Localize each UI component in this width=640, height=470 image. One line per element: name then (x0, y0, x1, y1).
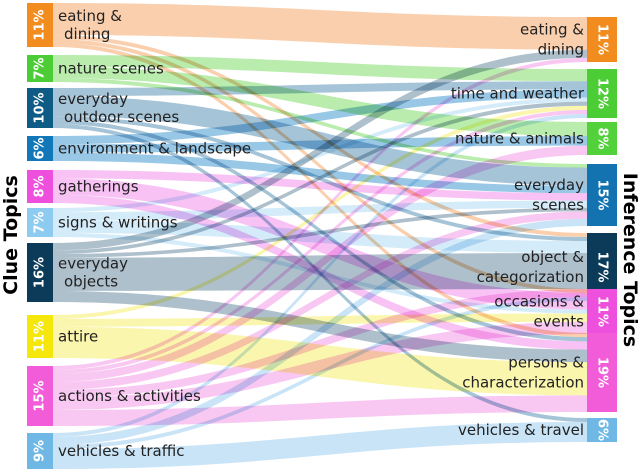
flow-outdoor-to-r_persons (53, 120, 587, 342)
left-node-label-nature-0: nature scenes (58, 60, 164, 78)
flow-env-to-r_time (53, 89, 587, 145)
right-node-percent-r_object: 17% (595, 251, 610, 282)
left-node-label-objects-0: everyday (58, 255, 128, 273)
left-axis-title: Clue Topics (0, 175, 22, 295)
left-node-label-eating-0: eating & (58, 7, 122, 25)
left-node-label-actions-0: actions & activities (58, 387, 201, 405)
right-node-percent-r_scenes: 15% (595, 179, 610, 210)
right-node-label-r_persons-1: characterization (462, 374, 584, 392)
right-node-label-r_nature-0: nature & animals (455, 130, 584, 148)
flow-actions-to-r_time (53, 109, 587, 374)
left-node-label-signs-0: signs & writings (58, 214, 178, 232)
right-node-percent-r_vehicles: 6% (595, 419, 610, 441)
flow-actions-to-r_eating (53, 57, 587, 371)
left-node-gather (27, 170, 53, 203)
left-node-label-gather-0: gatherings (58, 178, 139, 196)
left-node-eating (27, 3, 53, 47)
flow-env-to-r_nature (53, 136, 587, 153)
right-node-label-r_scenes-1: scenes (532, 196, 584, 214)
flow-eating-to-r_eating (53, 3, 587, 50)
flow-signs-to-r_time (53, 97, 587, 213)
flow-eating-to-r_persons (53, 43, 587, 338)
right-node-r_scenes (587, 164, 617, 226)
right-node-label-r_scenes-0: everyday (514, 176, 584, 194)
flow-layer (53, 3, 587, 469)
right-node-r_vehicles (587, 418, 617, 442)
left-node-percent-attire: 11% (33, 321, 48, 352)
right-node-percent-r_nature: 8% (595, 127, 610, 149)
right-node-percent-r_persons: 19% (595, 357, 610, 388)
left-node-label-env-0: environment & landscape (58, 140, 251, 158)
flow-vehicles-to-r_vehicles (53, 422, 587, 469)
flow-nature-to-r_nature (53, 66, 587, 137)
flow-objects-to-r_scenes (53, 207, 587, 258)
flow-outdoor-to-r_time (53, 81, 587, 96)
right-node-label-r_object-1: categorization (477, 268, 584, 286)
right-node-r_nature (587, 122, 617, 155)
left-node-signs (27, 208, 53, 237)
flow-actions-to-r_object (53, 289, 587, 398)
left-node-actions (27, 366, 53, 426)
flow-vehicles-to-r_scenes (53, 218, 587, 445)
left-node-outdoor (27, 88, 53, 128)
flow-objects-to-r_time (53, 101, 587, 255)
flow-objects-to-r_eating (53, 49, 587, 251)
left-node-percent-eating: 11% (33, 9, 48, 40)
left-node-percent-signs: 7% (33, 211, 48, 233)
right-node-r_occ (587, 289, 617, 334)
left-node-label-vehicles-0: vehicles & traffic (58, 442, 184, 460)
left-node-nature (27, 55, 53, 82)
flow-actions-to-r_scenes (53, 211, 587, 390)
left-node-attire (27, 315, 53, 358)
right-node-percent-r_occ: 11% (595, 296, 610, 327)
right-node-percent-r_time: 12% (595, 78, 610, 109)
left-node-env (27, 136, 53, 161)
flow-vehicles-to-r_object (53, 297, 587, 449)
left-node-label-outdoor-0: everyday (58, 90, 128, 108)
left-node-percent-outdoor: 10% (33, 92, 48, 123)
right-node-label-r_persons-0: persons & (508, 354, 584, 372)
flow-nature-to-r_scenes (53, 78, 587, 168)
right-node-label-r_eating-0: eating & (520, 21, 584, 39)
left-node-percent-vehicles: 9% (33, 440, 48, 462)
right-node-label-r_occ-1: events (533, 313, 584, 331)
right-node-r_persons (587, 333, 617, 412)
right-node-percent-r_eating: 11% (595, 24, 610, 55)
flow-eating-to-r_occ (53, 39, 587, 294)
flow-env-to-r_scenes (53, 152, 587, 194)
right-axis-title: Inference Topics (619, 173, 640, 347)
right-node-r_eating (587, 17, 617, 62)
right-node-label-r_vehicles-0: vehicles & travel (458, 421, 584, 439)
right-node-label-r_occ-0: occasions & (494, 293, 584, 311)
left-node-percent-env: 6% (33, 137, 48, 159)
left-node-label-outdoor-1: outdoor scenes (64, 108, 179, 126)
left-node-objects (27, 243, 53, 302)
flow-objects-to-r_object (53, 253, 587, 291)
left-node-label-objects-1: objects (64, 273, 118, 291)
right-node-label-r_object-0: object & (521, 248, 584, 266)
left-node-label-eating-1: dining (64, 25, 110, 43)
flow-actions-to-r_nature (53, 145, 587, 382)
right-node-r_time (587, 69, 617, 118)
right-node-label-r_time-0: time and weather (451, 85, 585, 103)
flow-actions-to-r_occ (53, 321, 587, 410)
flow-objects-to-r_persons (53, 290, 587, 363)
left-node-vehicles (27, 433, 53, 469)
left-node-percent-gather: 8% (33, 175, 48, 197)
left-node-percent-nature: 7% (33, 57, 48, 79)
flow-gather-to-r_scenes (53, 170, 587, 201)
left-node-percent-objects: 16% (33, 257, 48, 288)
left-node-percent-actions: 15% (33, 380, 48, 411)
flow-vehicles-to-r_time (53, 113, 587, 438)
right-node-label-r_eating-1: dining (538, 41, 584, 59)
flow-signs-to-r_object (53, 220, 587, 253)
left-node-label-attire-0: attire (58, 328, 98, 346)
